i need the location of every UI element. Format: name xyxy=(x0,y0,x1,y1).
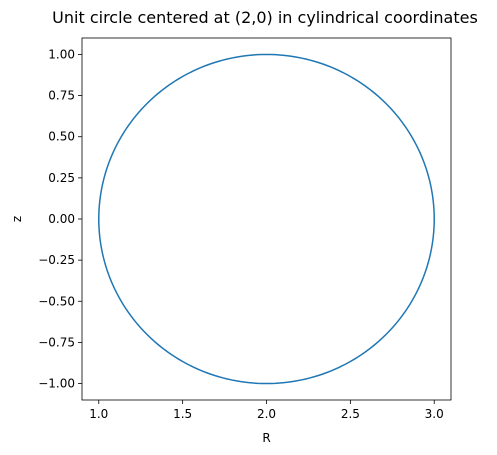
y-tick-label: 0.00 xyxy=(48,212,75,226)
series-line-circle xyxy=(98,53,435,385)
y-tick-label: 0.75 xyxy=(48,89,75,103)
y-tick-label: 0.50 xyxy=(48,130,75,144)
y-tick-label: −0.75 xyxy=(38,335,75,349)
y-tick-label: −0.50 xyxy=(38,294,75,308)
x-tick-label: 2.0 xyxy=(257,407,276,421)
y-axis-label: z xyxy=(10,216,24,222)
y-tick-label: 1.00 xyxy=(48,47,75,61)
x-tick-label: 3.0 xyxy=(425,407,444,421)
x-tick-label: 2.5 xyxy=(341,407,360,421)
x-axis-ticks: 1.0 1.5 2.0 2.5 3.0 xyxy=(89,400,444,421)
plot-frame xyxy=(81,37,452,401)
x-tick-label: 1.5 xyxy=(173,407,192,421)
y-tick-label: −0.25 xyxy=(38,253,75,267)
plot-area xyxy=(82,38,451,400)
x-axis-label: R xyxy=(262,431,270,445)
y-tick-label: 0.25 xyxy=(48,171,75,185)
y-axis-ticks: 1.00 0.75 0.50 0.25 0.00 −0.25 −0.50 −0.75 −1.00 xyxy=(38,47,82,391)
chart-title: Unit circle centered at (2,0) in cylindr… xyxy=(52,8,478,27)
x-tick-label: 1.0 xyxy=(89,407,108,421)
y-tick-label: −1.00 xyxy=(38,377,75,391)
